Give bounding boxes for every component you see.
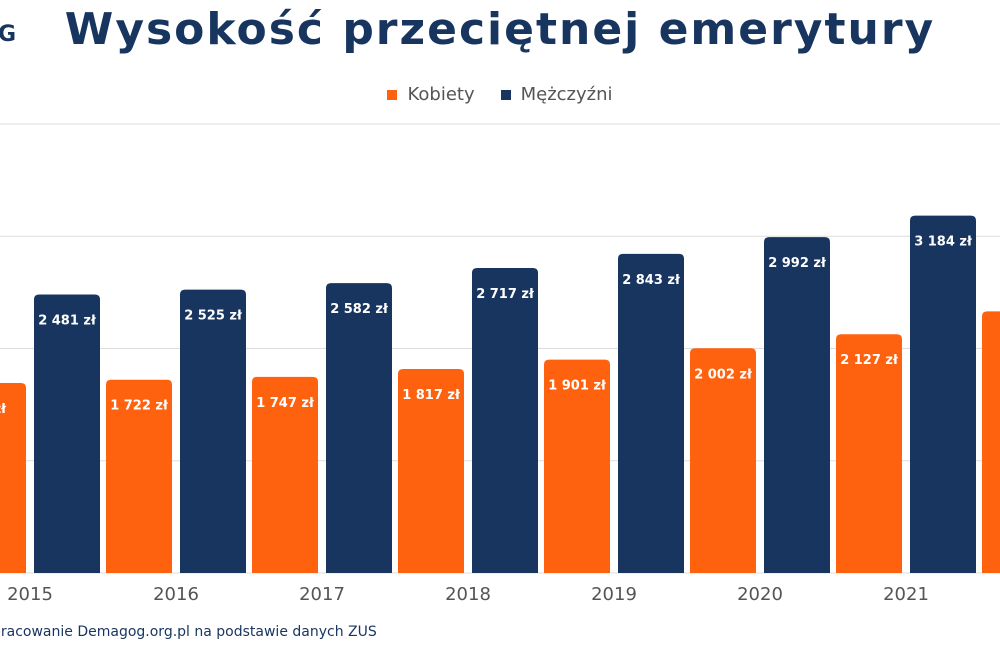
legend-item-mezczyzni: Mężczyźni — [500, 84, 613, 105]
data-label: 2 002 zł — [694, 367, 753, 382]
data-label: 1 901 zł — [548, 379, 607, 394]
x-tick-label: 2021 — [883, 584, 929, 605]
x-tick-label: 2016 — [153, 584, 199, 605]
data-label: 2 717 zł — [476, 287, 535, 302]
bar-kobiety-2019 — [544, 359, 610, 573]
bar-kobiety-2017 — [252, 376, 318, 573]
x-tick-label: 2019 — [591, 584, 637, 605]
data-label: 1 747 zł — [256, 396, 315, 411]
x-tick-label: 2018 — [445, 584, 491, 605]
chart-title: Wysokość przeciętnej emerytury — [64, 4, 936, 55]
bar-kobiety-2021 — [836, 334, 902, 573]
data-label: 2 992 zł — [768, 256, 827, 271]
legend-item-kobiety: Kobiety — [387, 84, 475, 105]
bar-mezczyzni-2021 — [910, 215, 976, 573]
x-tick-label: 2017 — [299, 584, 345, 605]
bar-kobiety-2018 — [398, 369, 464, 573]
data-label: 1 817 zł — [402, 388, 461, 403]
data-label: 3 184 zł — [914, 235, 973, 250]
data-label: 2 582 zł — [330, 302, 389, 317]
legend-label-mezczyzni: Mężczyźni — [520, 84, 613, 105]
x-tick-label: 2020 — [737, 584, 783, 605]
bar-mezczyzni-2019 — [618, 253, 684, 574]
bar-kobiety-2022 — [982, 311, 1000, 573]
bar-kobiety-2015 — [0, 382, 26, 573]
legend: Kobiety Mężczyźni — [0, 84, 1000, 105]
x-tick-label: 2015 — [7, 584, 53, 605]
bar-kobiety-2016 — [106, 379, 172, 573]
logo-text: G — [0, 22, 17, 47]
data-label: 2 127 zł — [840, 353, 899, 368]
data-label: 2 481 zł — [38, 314, 97, 329]
data-label: 3 zł — [0, 402, 7, 417]
bar-mezczyzni-2020 — [764, 237, 830, 573]
legend-label-kobiety: Kobiety — [407, 84, 475, 105]
legend-swatch-kobiety — [387, 89, 398, 100]
bar-mezczyzni-2017 — [326, 283, 392, 573]
bar-kobiety-2020 — [690, 348, 756, 573]
legend-swatch-mezczyzni — [500, 89, 511, 100]
bar-mezczyzni-2016 — [180, 289, 246, 573]
bar-mezczyzni-2018 — [472, 268, 538, 573]
data-label: 2 843 zł — [622, 273, 681, 288]
data-label: 1 722 zł — [110, 399, 169, 414]
data-label: 2 525 zł — [184, 309, 243, 324]
bar-mezczyzni-2015 — [34, 294, 100, 573]
source-note: pracowanie Demagog.org.pl na podstawie d… — [0, 624, 377, 640]
